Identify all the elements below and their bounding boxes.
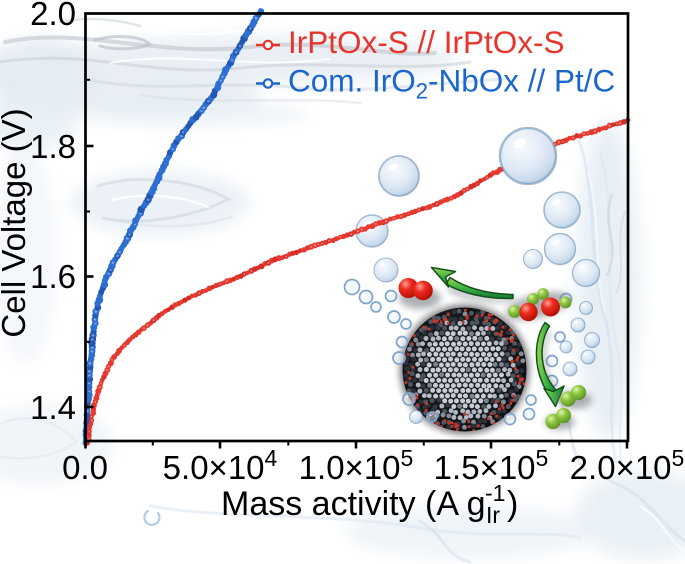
svg-text:0.0: 0.0 [62,449,108,486]
svg-text:-1: -1 [485,480,505,506]
svg-text:Com. IrO2-NbOx // Pt/C: Com. IrO2-NbOx // Pt/C [288,63,615,104]
svg-text:5.0×104: 5.0×104 [163,445,278,486]
svg-text:1.5×105: 1.5×105 [434,445,549,486]
svg-text:1.8: 1.8 [30,128,76,165]
svg-text:Ir: Ir [486,502,500,528]
svg-text:1.4: 1.4 [30,389,76,426]
svg-text:2.0: 2.0 [30,0,76,32]
svg-text:1.0×105: 1.0×105 [299,445,414,486]
svg-text:1.6: 1.6 [30,258,76,295]
svg-text:): ) [507,485,518,523]
svg-text:IrPtOx-S // IrPtOx-S: IrPtOx-S // IrPtOx-S [288,24,565,60]
svg-text:2.0×105: 2.0×105 [570,445,685,486]
svg-text:Cell Voltage (V): Cell Voltage (V) [0,108,32,337]
svg-text:Mass activity (A g: Mass activity (A g [221,485,486,523]
